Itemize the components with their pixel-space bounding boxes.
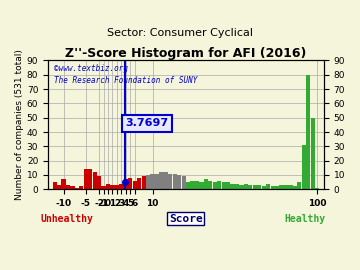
Bar (128, 178, 132, 189)
Bar (302, 145, 306, 189)
Bar (217, 181, 221, 189)
Bar (253, 185, 257, 189)
Bar (186, 182, 190, 189)
Bar (311, 118, 315, 189)
Text: ©www.textbiz.org: ©www.textbiz.org (54, 64, 127, 73)
Bar (106, 184, 110, 189)
Bar (75, 188, 79, 189)
Text: Unhealthy: Unhealthy (41, 214, 94, 224)
Y-axis label: Number of companies (531 total): Number of companies (531 total) (15, 49, 24, 200)
Bar (177, 175, 181, 189)
Bar (111, 185, 114, 189)
Bar (204, 179, 208, 189)
Bar (275, 186, 279, 189)
Bar (141, 176, 146, 189)
Bar (284, 185, 288, 189)
Bar (235, 184, 239, 189)
Text: Healthy: Healthy (284, 214, 325, 224)
Bar (195, 181, 199, 189)
Bar (159, 172, 163, 189)
Bar (137, 178, 141, 189)
Bar (155, 174, 159, 189)
Bar (97, 176, 101, 189)
Bar (288, 185, 293, 189)
Bar (57, 185, 61, 189)
Bar (119, 184, 123, 189)
Bar (262, 186, 266, 189)
Bar (293, 186, 297, 189)
Bar (297, 182, 301, 189)
Bar (146, 175, 150, 189)
Bar (168, 174, 172, 189)
Bar (150, 174, 155, 189)
Bar (226, 182, 230, 189)
Bar (199, 182, 203, 189)
Text: 3.7697: 3.7697 (126, 118, 169, 128)
Bar (62, 179, 66, 189)
Bar (132, 181, 137, 189)
Bar (164, 172, 168, 189)
Bar (257, 185, 261, 189)
Bar (115, 185, 119, 189)
Bar (173, 174, 177, 189)
Bar (306, 75, 310, 189)
Bar (93, 172, 97, 189)
Bar (88, 169, 93, 189)
Bar (248, 185, 252, 189)
Bar (266, 184, 270, 189)
Bar (66, 185, 70, 189)
Bar (102, 186, 106, 189)
Bar (239, 185, 244, 189)
Bar (79, 186, 84, 189)
Bar (181, 176, 186, 189)
Bar (213, 182, 217, 189)
Title: Z''-Score Histogram for AFI (2016): Z''-Score Histogram for AFI (2016) (65, 48, 307, 60)
Bar (315, 188, 319, 189)
Bar (84, 169, 88, 189)
Text: Score: Score (169, 214, 203, 224)
Bar (222, 182, 226, 189)
Bar (124, 179, 128, 189)
Bar (230, 184, 235, 189)
Bar (190, 181, 195, 189)
Text: The Research Foundation of SUNY: The Research Foundation of SUNY (54, 76, 197, 85)
Bar (279, 185, 284, 189)
Bar (270, 186, 275, 189)
Bar (244, 184, 248, 189)
Bar (70, 186, 75, 189)
Bar (53, 182, 57, 189)
Text: Sector: Consumer Cyclical: Sector: Consumer Cyclical (107, 28, 253, 38)
Bar (208, 181, 212, 189)
